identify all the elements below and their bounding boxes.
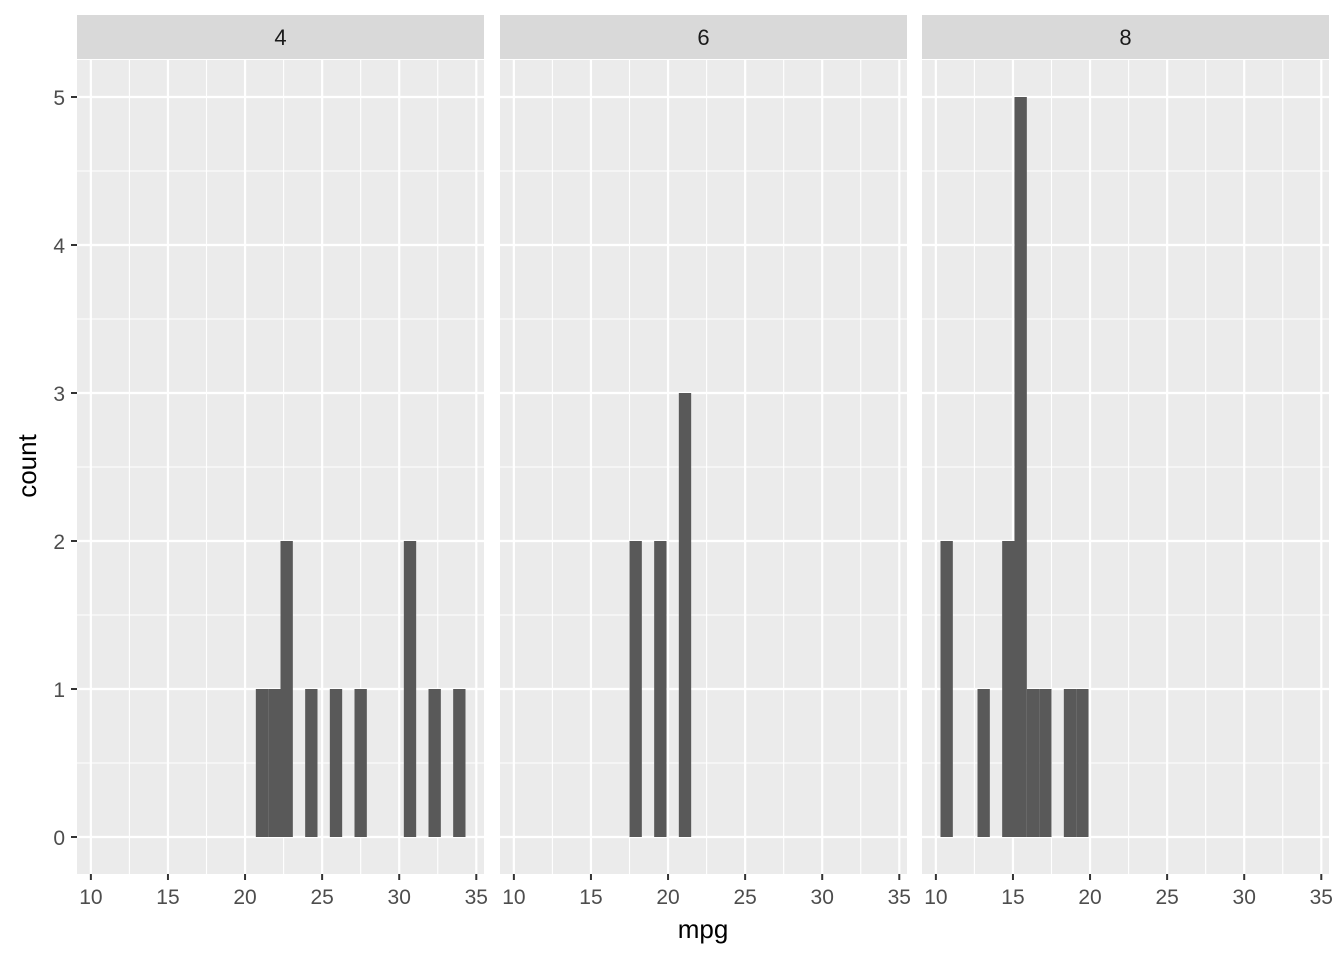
histogram-bar [940, 541, 953, 837]
x-tick-label: 25 [1155, 886, 1178, 909]
x-tick-label: 20 [233, 886, 256, 909]
facet-panels: 4 10 15 20 25 30 35 6 10 15 20 25 30 35 8 10 15 20 25 30 35 [77, 15, 1333, 909]
x-tick-label: 30 [388, 886, 411, 909]
x-tick-label: 10 [79, 886, 102, 909]
facet-panel: 4 10 15 20 25 30 35 [77, 15, 488, 909]
y-tick-label: 5 [53, 87, 65, 110]
histogram-bar [977, 689, 990, 837]
histogram-bar [1039, 689, 1052, 837]
histogram-bar [403, 541, 417, 837]
histogram-bar [305, 689, 318, 837]
x-tick-label: 35 [888, 886, 911, 909]
histogram-bar [629, 541, 642, 837]
histogram-bar [678, 393, 692, 837]
x-tick-label: 10 [924, 886, 947, 909]
histogram-bar [1063, 689, 1077, 837]
x-tick-label: 20 [1078, 886, 1101, 909]
histogram-bar [1076, 689, 1089, 837]
facet-panel: 8 10 15 20 25 30 35 [922, 15, 1333, 909]
x-tick-label: 35 [1310, 886, 1333, 909]
x-tick-label: 30 [1233, 886, 1256, 909]
facet-strip-label: 4 [274, 25, 286, 50]
facet-strip [500, 15, 907, 59]
x-tick-label: 15 [1001, 886, 1024, 909]
histogram-bar [1026, 689, 1040, 837]
y-tick-label: 1 [53, 679, 65, 702]
x-tick-label: 25 [733, 886, 756, 909]
y-tick-label: 0 [53, 827, 65, 850]
y-axis-title: count [12, 433, 42, 497]
histogram-bar [654, 541, 667, 837]
histogram-bar [280, 541, 293, 837]
facet-strip [922, 15, 1329, 59]
histogram-bar [354, 689, 367, 837]
facet-strip-label: 6 [697, 25, 709, 50]
y-tick-label: 2 [53, 531, 65, 554]
x-tick-label: 20 [656, 886, 679, 909]
histogram-bar [453, 689, 466, 837]
x-tick-label: 30 [811, 886, 834, 909]
x-tick-label: 15 [579, 886, 602, 909]
facet-panel: 6 10 15 20 25 30 35 [500, 15, 911, 909]
y-tick-label: 3 [53, 383, 65, 406]
y-tick-label: 4 [53, 235, 65, 258]
y-axis: 0 1 2 3 4 5 [53, 87, 77, 850]
x-tick-label: 15 [156, 886, 179, 909]
x-tick-label: 25 [310, 886, 333, 909]
x-axis-title: mpg [678, 914, 729, 944]
histogram-bar [1014, 97, 1027, 837]
histogram-bar [428, 689, 441, 837]
x-tick-label: 35 [465, 886, 488, 909]
histogram-bar [255, 689, 269, 837]
facet-strip-label: 8 [1119, 25, 1131, 50]
x-tick-label: 10 [502, 886, 525, 909]
facet-strip [77, 15, 484, 59]
histogram-bar [329, 689, 343, 837]
histogram-bar [1002, 541, 1015, 837]
histogram-bar [268, 689, 281, 837]
